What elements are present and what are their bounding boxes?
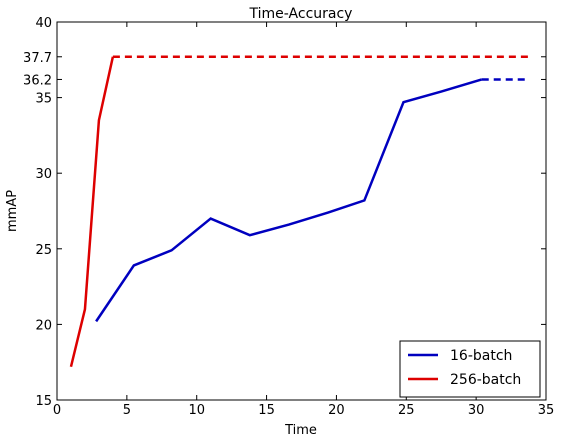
legend-label-16-batch: 16-batch: [450, 348, 512, 364]
y-tick-label: 36.2: [23, 73, 52, 88]
x-tick-label: 20: [328, 403, 345, 418]
x-axis-label: Time: [284, 423, 317, 438]
y-tick-label: 40: [35, 16, 52, 31]
legend-label-256-batch: 256-batch: [450, 372, 521, 388]
y-tick-label: 37.7: [23, 51, 52, 66]
series-16-batch-line: [95, 78, 483, 323]
x-tick-label: 35: [538, 403, 555, 418]
axis-ticks: 0 5 10 15 20 25 30 35 15 20 25 30 35 36.2 37.7 40: [23, 16, 554, 418]
plot-area: [56, 21, 547, 401]
x-tick-label: 10: [188, 403, 205, 418]
x-tick-label: 0: [53, 403, 61, 418]
y-axis-label: mmAP: [5, 190, 20, 232]
y-tick-label: 20: [35, 318, 52, 333]
x-tick-label: 5: [123, 403, 131, 418]
chart-title: Time-Accuracy: [249, 6, 353, 22]
legend: 16-batch 256-batch: [399, 340, 541, 398]
y-tick-label: 15: [35, 394, 52, 409]
y-tick-label: 25: [35, 243, 52, 258]
x-tick-label: 25: [398, 403, 415, 418]
y-tick-label: 30: [35, 167, 52, 182]
series-lines: [69, 55, 530, 368]
y-tick-label: 35: [35, 92, 52, 107]
series-256-batch-line: [69, 56, 115, 368]
legend-box: [399, 340, 541, 398]
x-tick-label: 30: [468, 403, 485, 418]
x-tick-label: 15: [258, 403, 275, 418]
